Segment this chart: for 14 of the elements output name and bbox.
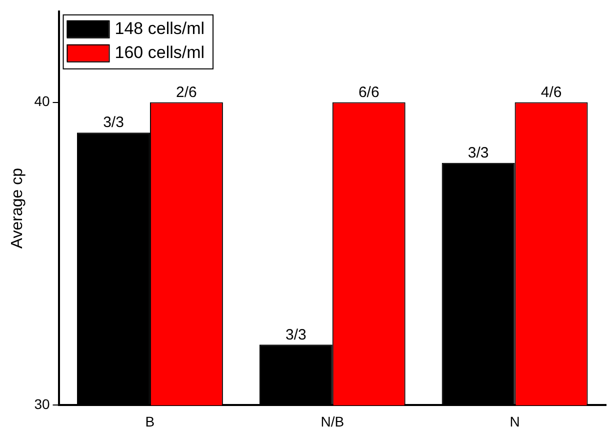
annotation: 3/3 xyxy=(468,144,489,162)
legend-label: 148 cells/ml xyxy=(114,19,205,38)
y-axis-title: Average cp xyxy=(9,168,26,249)
legend-label: 160 cells/ml xyxy=(114,43,205,62)
annotation: 6/6 xyxy=(358,84,380,101)
x-tick-label: N xyxy=(510,413,520,430)
annotation: 3/3 xyxy=(103,114,124,132)
annotation: 3/3 xyxy=(285,326,306,344)
annotation: 2/6 xyxy=(176,84,197,101)
annotation: 4/6 xyxy=(540,84,562,101)
x-tick-label: B xyxy=(145,413,155,430)
y-tick-label: 30 xyxy=(34,396,50,412)
x-tick-label: N/B xyxy=(320,413,344,430)
y-tick-label: 40 xyxy=(34,93,50,110)
